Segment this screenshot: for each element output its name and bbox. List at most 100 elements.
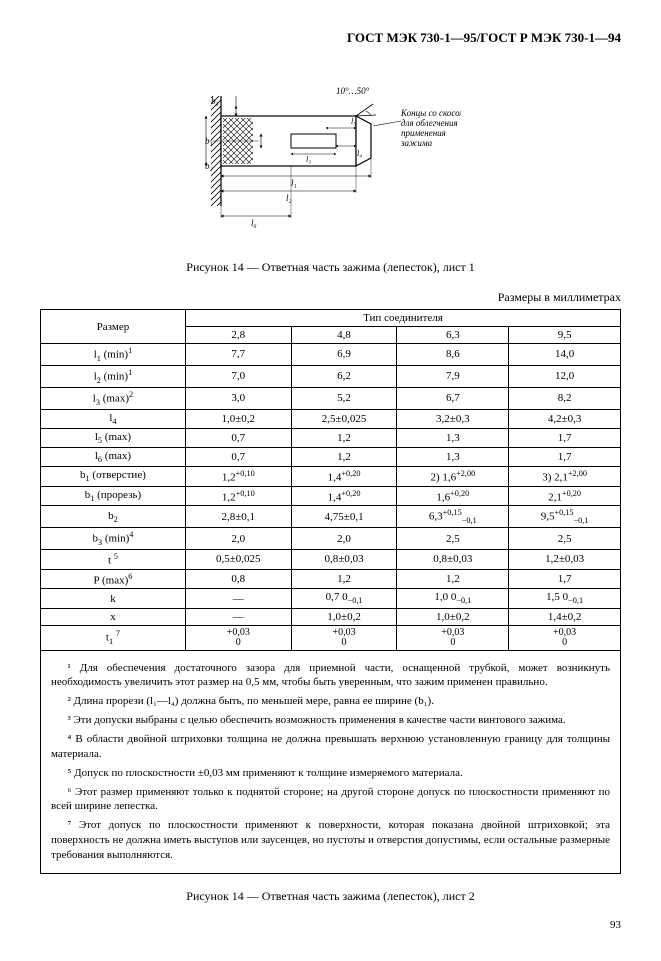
table-row: k—0,7 0−0,11,0 0−0,11,5 0−0,1: [41, 589, 621, 608]
table-row: b22,8±0,14,75±0,16,3+0,15−0,19,5+0,15−0,…: [41, 506, 621, 528]
cell: 9,5+0,15−0,1: [509, 506, 621, 528]
row-label: b2: [41, 506, 186, 528]
row-label: l5 (max): [41, 428, 186, 447]
table-row: b3 (min)42,02,02,52,5: [41, 528, 621, 550]
row-label: t 5: [41, 550, 186, 570]
cell: 1,7: [509, 447, 621, 466]
cell: +0,030: [185, 625, 291, 650]
cell: 2) 1,6+2,00: [397, 467, 509, 487]
table-row: t1 7+0,030+0,030+0,030+0,030: [41, 625, 621, 650]
cell: 4,2±0,3: [509, 409, 621, 428]
figure-14-diagram: 10°…50° Концы со скосом для облегчения п…: [40, 66, 621, 240]
row-label: l3 (max)2: [41, 387, 186, 409]
svg-text:l₄: l₄: [357, 149, 362, 158]
cell: 1,5 0−0,1: [509, 589, 621, 608]
cell: +0,030: [397, 625, 509, 650]
cell: 4,75±0,1: [291, 506, 397, 528]
cell: 0,8: [185, 569, 291, 589]
cell: 7,9: [397, 365, 509, 387]
cell: 1,2: [291, 428, 397, 447]
units-label: Размеры в миллиметрах: [40, 290, 621, 305]
cell: 6,3+0,15−0,1: [397, 506, 509, 528]
cell: 1,7: [509, 569, 621, 589]
cell: 1,2+0,10: [185, 467, 291, 487]
footnote: ⁵ Допуск по плоскостности ±0,03 мм приме…: [51, 766, 610, 781]
row-label: b3 (min)4: [41, 528, 186, 550]
col-28: 2,8: [185, 327, 291, 344]
cell: 1,3: [397, 428, 509, 447]
cell: 2,8±0,1: [185, 506, 291, 528]
cell: 0,7: [185, 447, 291, 466]
table-row: t 50,5±0,0250,8±0,030,8±0,031,2±0,03: [41, 550, 621, 570]
cell: 8,6: [397, 344, 509, 366]
cell: +0,030: [291, 625, 397, 650]
svg-text:l₃: l₃: [306, 155, 311, 164]
row-label: t1 7: [41, 625, 186, 650]
row-label: b1 (отверстие): [41, 467, 186, 487]
cell: 2,0: [185, 528, 291, 550]
cell: 2,0: [291, 528, 397, 550]
col-63: 6,3: [397, 327, 509, 344]
svg-text:b₃: b₃: [211, 96, 219, 106]
cell: 1,0±0,2: [185, 409, 291, 428]
cell: 1,0±0,2: [291, 608, 397, 625]
cell: 1,4±0,2: [509, 608, 621, 625]
row-label: b1 (прорезь): [41, 486, 186, 506]
cell: 2,1+0,20: [509, 486, 621, 506]
footnote: ⁶ Этот размер применяют только к поднято…: [51, 785, 610, 815]
cell: 2,5: [509, 528, 621, 550]
cell: 1,4+0,20: [291, 486, 397, 506]
cell: 1,7: [509, 428, 621, 447]
cell: 1,3: [397, 447, 509, 466]
cell: 1,2+0,10: [185, 486, 291, 506]
table-row: x—1,0±0,21,0±0,21,4±0,2: [41, 608, 621, 625]
footnotes-block: ¹ Для обеспечения достаточного зазора дл…: [40, 651, 621, 874]
cell: 0,8±0,03: [291, 550, 397, 570]
cell: 1,4+0,20: [291, 467, 397, 487]
col-95: 9,5: [509, 327, 621, 344]
cell: 6,7: [397, 387, 509, 409]
cell: 1,2: [291, 569, 397, 589]
cell: 2,5±0,025: [291, 409, 397, 428]
table-row: l1 (min)17,76,98,614,0: [41, 344, 621, 366]
footnote: ³ Эти допуски выбраны с целью обеспечить…: [51, 713, 610, 728]
table-row: l3 (max)23,05,26,78,2: [41, 387, 621, 409]
cell: 0,7 0−0,1: [291, 589, 397, 608]
row-label: l6 (max): [41, 447, 186, 466]
angle-label: 10°…50°: [336, 86, 370, 96]
table-row: l41,0±0,22,5±0,0253,2±0,34,2±0,3: [41, 409, 621, 428]
cell: 1,2: [397, 569, 509, 589]
row-label: x: [41, 608, 186, 625]
table-row: l5 (max)0,71,21,31,7: [41, 428, 621, 447]
cell: 6,9: [291, 344, 397, 366]
cell: 3,0: [185, 387, 291, 409]
chamfer-note: Концы со скосом для облегчения применени…: [400, 108, 461, 148]
svg-text:l₂: l₂: [286, 193, 292, 203]
cell: 12,0: [509, 365, 621, 387]
cell: 7,0: [185, 365, 291, 387]
row-label: l4: [41, 409, 186, 428]
table-row: b1 (прорезь)1,2+0,101,4+0,201,6+0,202,1+…: [41, 486, 621, 506]
cell: 1,6+0,20: [397, 486, 509, 506]
cell: 5,2: [291, 387, 397, 409]
svg-text:l₁: l₁: [291, 178, 297, 188]
table-row: l2 (min)17,06,27,912,0: [41, 365, 621, 387]
row-label: k: [41, 589, 186, 608]
footnote: ¹ Для обеспечения достаточного зазора дл…: [51, 661, 610, 691]
cell: —: [185, 608, 291, 625]
figure-caption-2: Рисунок 14 — Ответная часть зажима (лепе…: [40, 889, 621, 904]
table-row: P (max)60,81,21,21,7: [41, 569, 621, 589]
cell: 0,5±0,025: [185, 550, 291, 570]
footnote: ² Длина прорези (l₁—l₄) должна быть, по …: [51, 694, 610, 709]
footnote: ⁷ Этот допуск по плоскостности применяют…: [51, 818, 610, 863]
row-label: P (max)6: [41, 569, 186, 589]
cell: —: [185, 589, 291, 608]
table-row: l6 (max)0,71,21,31,7: [41, 447, 621, 466]
cell: 6,2: [291, 365, 397, 387]
svg-text:b₂: b₂: [205, 161, 213, 171]
svg-text:l₆: l₆: [251, 218, 257, 228]
svg-text:l₅: l₅: [351, 117, 356, 126]
cell: 8,2: [509, 387, 621, 409]
col-size: Размер: [41, 310, 186, 344]
cell: 1,2: [291, 447, 397, 466]
